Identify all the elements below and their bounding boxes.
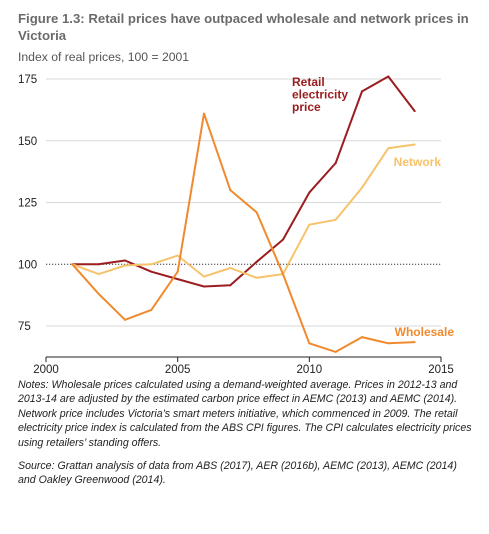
data-point-wholesale-2008 (255, 211, 258, 214)
data-point-wholesale-2004 (150, 308, 153, 311)
y-tick-label-75: 75 (18, 321, 31, 333)
data-point-wholesale-2011 (334, 350, 337, 353)
data-point-network-2006 (203, 275, 205, 278)
data-point-retail-electricity-price-2006 (203, 285, 205, 288)
data-point-retail-electricity-price-2014 (413, 110, 416, 113)
figure-subtitle: Index of real prices, 100 = 2001 (18, 50, 190, 64)
data-point-network-2014 (413, 143, 416, 146)
data-point-network-2013 (387, 147, 390, 150)
data-point-wholesale-2007 (229, 189, 232, 192)
data-point-retail-electricity-price-2013 (387, 75, 390, 78)
data-point-wholesale-2012 (361, 336, 363, 339)
data-point-wholesale-2013 (387, 342, 390, 345)
series-line-wholesale (71, 112, 415, 353)
data-point-network-2007 (229, 266, 232, 269)
data-point-retail-electricity-price-2005 (176, 278, 179, 281)
data-point-network-2012 (361, 186, 363, 189)
data-point-network-2003 (124, 264, 126, 267)
data-point-retail-electricity-price-2009 (282, 238, 284, 241)
data-point-retail-electricity-price-2012 (361, 90, 363, 93)
data-point-wholesale-2003 (124, 318, 126, 321)
series-label-retail-line-2: price (292, 100, 321, 114)
figure-source: Source: Grattan analysis of data from AB… (18, 460, 457, 487)
series-line-retail-electricity-price (72, 75, 416, 288)
series-label-retail-line-0: Retail (292, 75, 325, 89)
data-point-retail-electricity-price-2008 (255, 260, 258, 263)
data-point-wholesale-2005 (176, 270, 179, 273)
x-tick-label-2010: 2010 (297, 364, 323, 376)
y-tick-label-100: 100 (18, 259, 37, 271)
x-tick-label-2000: 2000 (33, 364, 59, 376)
data-point-network-2011 (334, 218, 337, 221)
y-tick-label-175: 175 (18, 74, 37, 86)
data-point-retail-electricity-price-2002 (97, 263, 100, 266)
data-point-wholesale-2001 (71, 263, 74, 266)
y-tick-label-150: 150 (18, 136, 37, 148)
data-point-wholesale-2014 (413, 341, 416, 344)
data-point-retail-electricity-price-2004 (150, 270, 153, 273)
series-label-wholesale-line-0: Wholesale (395, 325, 455, 339)
data-point-network-2010 (308, 223, 311, 226)
x-tick-label-2005: 2005 (165, 364, 191, 376)
data-point-wholesale-2009 (282, 273, 284, 276)
data-point-network-2005 (176, 254, 179, 257)
series-line-network (71, 143, 415, 279)
data-point-retail-electricity-price-2011 (334, 161, 337, 164)
line-chart: 75 100 125 150 175 2000 2005 2010 2015 Retailelec… (18, 74, 455, 376)
data-point-network-2008 (255, 276, 258, 279)
data-point-network-2002 (97, 273, 100, 276)
figure-notes: Notes: Wholesale prices calculated using… (18, 379, 472, 449)
data-point-wholesale-2010 (308, 342, 311, 345)
series-label-network-line-0: Network (394, 155, 442, 169)
y-tick-label-125: 125 (18, 198, 37, 210)
data-point-wholesale-2002 (97, 292, 100, 295)
data-point-retail-electricity-price-2007 (229, 284, 232, 287)
x-tick-label-2015: 2015 (428, 364, 454, 376)
data-point-retail-electricity-price-2003 (124, 259, 126, 262)
series-label-retail-line-1: electricity (292, 88, 348, 102)
data-point-network-2004 (150, 263, 153, 266)
data-point-retail-electricity-price-2010 (308, 191, 311, 194)
figure-title: Figure 1.3: Retail prices have outpaced … (18, 11, 469, 43)
data-point-wholesale-2006 (203, 112, 205, 115)
